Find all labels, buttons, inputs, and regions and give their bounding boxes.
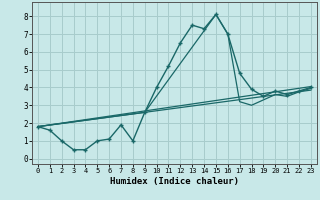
X-axis label: Humidex (Indice chaleur): Humidex (Indice chaleur): [110, 177, 239, 186]
